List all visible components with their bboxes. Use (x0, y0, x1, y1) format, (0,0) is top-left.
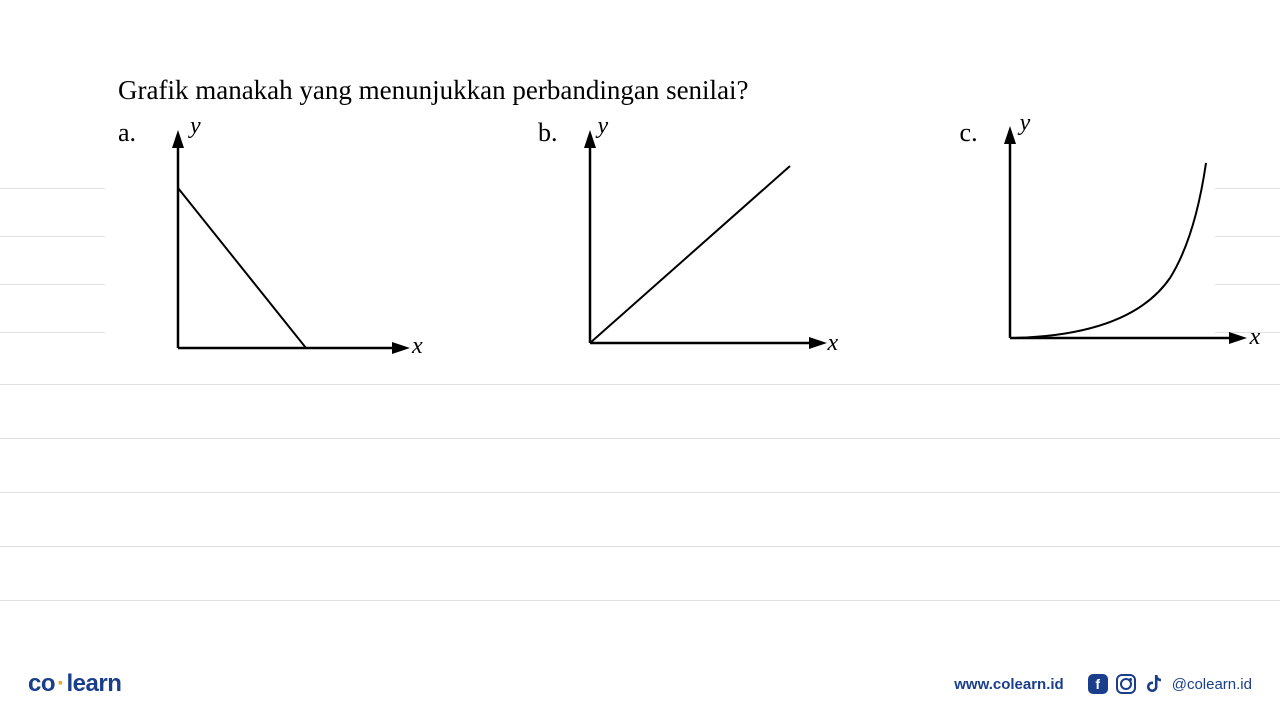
tiktok-icon[interactable] (1144, 674, 1164, 694)
graph-b-container: y x (570, 118, 850, 368)
graph-a-container: y x (148, 118, 428, 368)
social-handle: @colearn.id (1172, 676, 1252, 693)
graph-c-container: y x (990, 118, 1270, 368)
logo: co·learn (28, 670, 121, 698)
option-b: b. y x (538, 118, 850, 368)
graph-a (148, 118, 428, 368)
content-area: Grafik manakah yang menunjukkan perbandi… (118, 75, 1220, 368)
graph-c-y-label: y (1020, 110, 1031, 137)
graph-a-x-label: x (412, 333, 423, 360)
options-row: a. y x b. y x (118, 118, 1220, 368)
instagram-icon[interactable] (1116, 674, 1136, 694)
question-text: Grafik manakah yang menunjukkan perbandi… (118, 75, 1220, 106)
website-link[interactable]: www.colearn.id (954, 676, 1063, 693)
graph-b-y-label: y (598, 113, 609, 140)
logo-dot-icon: · (55, 670, 67, 697)
graph-c (990, 118, 1270, 368)
graph-b-x-label: x (828, 330, 839, 357)
option-a: a. y x (118, 118, 428, 368)
logo-learn: learn (67, 670, 122, 697)
graph-b (570, 118, 850, 368)
option-a-label: a. (118, 118, 136, 148)
graph-a-y-label: y (190, 113, 201, 140)
graph-c-x-label: x (1250, 324, 1261, 351)
footer: co·learn www.colearn.id f @colearn.id (28, 670, 1252, 698)
option-b-label: b. (538, 118, 558, 148)
footer-right: www.colearn.id f @colearn.id (954, 674, 1252, 694)
social-links: f @colearn.id (1088, 674, 1252, 694)
option-c-label: c. (960, 118, 978, 148)
option-c: c. y x (960, 118, 1270, 368)
logo-co: co (28, 670, 55, 697)
facebook-icon[interactable]: f (1088, 674, 1108, 694)
